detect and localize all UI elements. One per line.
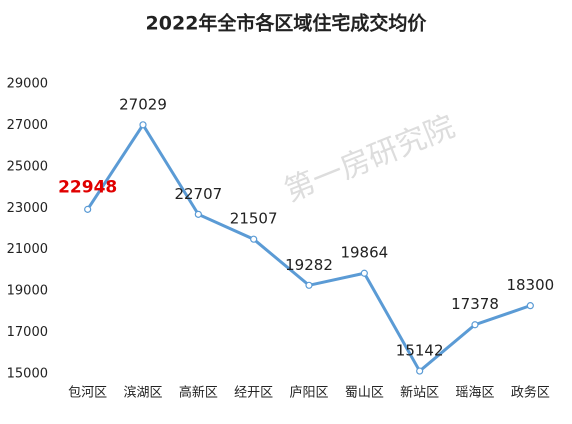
value-label: 19282: [285, 256, 333, 274]
y-tick-label: 25000: [7, 159, 48, 174]
point: [305, 281, 313, 289]
x-tick-label: 包河区: [68, 386, 107, 401]
y-tick-label: 21000: [7, 242, 48, 257]
point: [471, 321, 479, 329]
value-label: 15142: [396, 342, 444, 360]
point: [416, 367, 424, 375]
watermark: 第一房研究院: [280, 109, 460, 209]
x-tick-label: 瑶海区: [455, 386, 494, 401]
y-tick-label: 19000: [7, 284, 48, 299]
x-tick-label: 政务区: [511, 385, 550, 401]
point: [139, 121, 147, 129]
point: [194, 210, 202, 218]
x-tick-label: 庐阳区: [289, 386, 328, 401]
value-label: 21507: [230, 210, 278, 228]
x-tick-label: 经开区: [234, 386, 273, 401]
point: [250, 235, 258, 243]
y-tick-label: 15000: [7, 367, 48, 382]
line: [86, 122, 531, 374]
value-label: 22948: [58, 177, 117, 197]
x-tick-label: 滨湖区: [123, 385, 162, 401]
y-tick-label: 23000: [7, 201, 48, 216]
point: [360, 269, 368, 277]
point: [526, 302, 534, 310]
chart-title: 2022年全市各区域住宅成交均价: [146, 12, 428, 35]
value-label: 17378: [451, 295, 499, 313]
value-label: 19864: [340, 244, 388, 262]
value-label: 18300: [506, 276, 554, 294]
point: [84, 205, 92, 213]
value-label: 27029: [119, 95, 167, 113]
x-tick-label: 新站区: [400, 385, 439, 401]
value-label: 22707: [174, 185, 222, 203]
y-tick-label: 27000: [7, 118, 48, 133]
x-tick-label: 蜀山区: [345, 386, 384, 401]
y-tick-label: 29000: [7, 77, 48, 92]
x-tick-label: 高新区: [179, 385, 218, 401]
y-tick-label: 17000: [7, 325, 48, 340]
